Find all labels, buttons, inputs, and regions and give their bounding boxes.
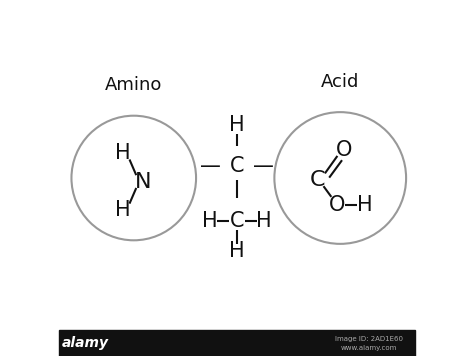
Text: alamy: alamy bbox=[62, 336, 109, 350]
Text: C: C bbox=[310, 170, 325, 190]
Text: —: — bbox=[200, 156, 221, 176]
Text: C: C bbox=[230, 211, 244, 231]
Text: H: H bbox=[229, 241, 245, 261]
Bar bbox=[59, 330, 415, 356]
Text: H: H bbox=[202, 211, 218, 231]
Text: www.alamy.com: www.alamy.com bbox=[340, 345, 397, 351]
Text: Acid: Acid bbox=[321, 73, 359, 91]
Text: C: C bbox=[230, 156, 244, 176]
Text: H: H bbox=[357, 195, 373, 215]
Text: N: N bbox=[135, 172, 151, 192]
Text: H: H bbox=[256, 211, 272, 231]
Text: —: — bbox=[253, 156, 274, 176]
Text: Amino: Amino bbox=[105, 76, 163, 94]
Text: O: O bbox=[336, 140, 352, 159]
Text: H: H bbox=[229, 115, 245, 135]
Text: Image ID: 2AD1E60: Image ID: 2AD1E60 bbox=[335, 336, 403, 342]
Text: H: H bbox=[115, 143, 131, 163]
Text: H: H bbox=[115, 200, 131, 220]
Text: O: O bbox=[328, 195, 345, 215]
